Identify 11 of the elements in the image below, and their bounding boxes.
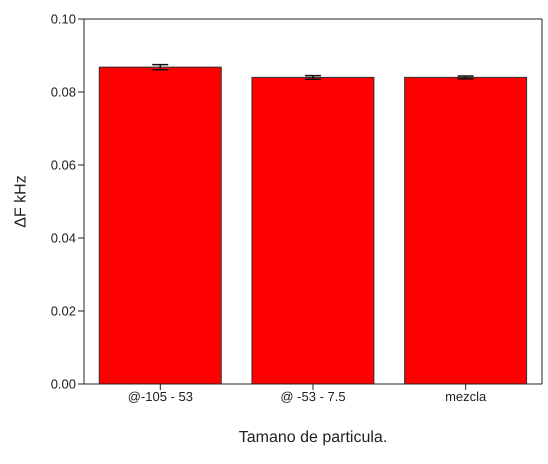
x-tick-label: mezcla (445, 389, 488, 404)
x-tick-label: @ -53 - 7.5 (280, 389, 346, 404)
y-axis-title: ΔF kHz (12, 175, 30, 228)
x-tick-label: @-105 - 53 (128, 389, 193, 404)
y-tick-label: 0.08 (50, 84, 76, 100)
y-tick-label: 0.02 (50, 304, 76, 319)
y-tick-label: 0.00 (50, 376, 76, 392)
x-axis-title: Tamano de particula. (238, 429, 388, 446)
y-tick-label: 0.10 (50, 12, 76, 27)
y-tick-label: 0.06 (50, 158, 76, 173)
y-tick-label: 0.04 (50, 230, 76, 246)
